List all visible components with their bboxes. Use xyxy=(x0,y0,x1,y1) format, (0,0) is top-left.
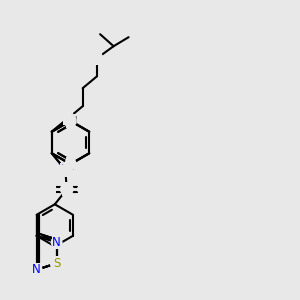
Circle shape xyxy=(51,257,63,269)
Circle shape xyxy=(78,184,89,195)
Text: H: H xyxy=(67,162,75,172)
Circle shape xyxy=(60,164,71,175)
Text: N: N xyxy=(32,263,41,276)
Circle shape xyxy=(65,159,76,170)
Text: S: S xyxy=(63,183,71,196)
Circle shape xyxy=(60,164,71,175)
Circle shape xyxy=(92,53,103,64)
Circle shape xyxy=(32,265,42,275)
Circle shape xyxy=(51,257,63,269)
Circle shape xyxy=(65,159,76,170)
Text: N: N xyxy=(64,112,73,125)
Circle shape xyxy=(65,116,76,126)
Text: N: N xyxy=(66,160,75,170)
Text: N: N xyxy=(66,114,75,128)
Text: H: H xyxy=(70,116,78,126)
Text: N: N xyxy=(52,236,61,249)
Text: O: O xyxy=(79,183,88,196)
Circle shape xyxy=(52,237,62,248)
Text: O: O xyxy=(92,52,102,65)
Circle shape xyxy=(45,184,56,195)
Text: S: S xyxy=(63,183,71,196)
Circle shape xyxy=(61,183,73,195)
Circle shape xyxy=(45,184,56,195)
Text: N: N xyxy=(66,115,75,125)
Text: O: O xyxy=(46,183,55,196)
Text: N: N xyxy=(66,158,75,171)
Text: N: N xyxy=(61,163,70,176)
Circle shape xyxy=(52,237,62,248)
Text: N: N xyxy=(61,163,70,176)
Circle shape xyxy=(61,183,73,195)
Circle shape xyxy=(63,113,74,124)
Text: N: N xyxy=(66,158,75,171)
Text: O: O xyxy=(92,52,102,65)
Circle shape xyxy=(65,116,76,126)
Text: H: H xyxy=(70,116,78,126)
Text: N: N xyxy=(64,112,73,125)
Text: S: S xyxy=(53,257,60,270)
Text: N: N xyxy=(52,236,61,249)
Text: N: N xyxy=(66,114,75,128)
Text: H: H xyxy=(67,162,75,172)
Text: N: N xyxy=(32,263,41,276)
Text: S: S xyxy=(53,257,60,270)
Text: O: O xyxy=(79,183,88,196)
Text: O: O xyxy=(46,183,55,196)
Circle shape xyxy=(92,53,103,64)
Circle shape xyxy=(32,265,42,275)
Circle shape xyxy=(63,113,74,124)
Circle shape xyxy=(78,184,89,195)
